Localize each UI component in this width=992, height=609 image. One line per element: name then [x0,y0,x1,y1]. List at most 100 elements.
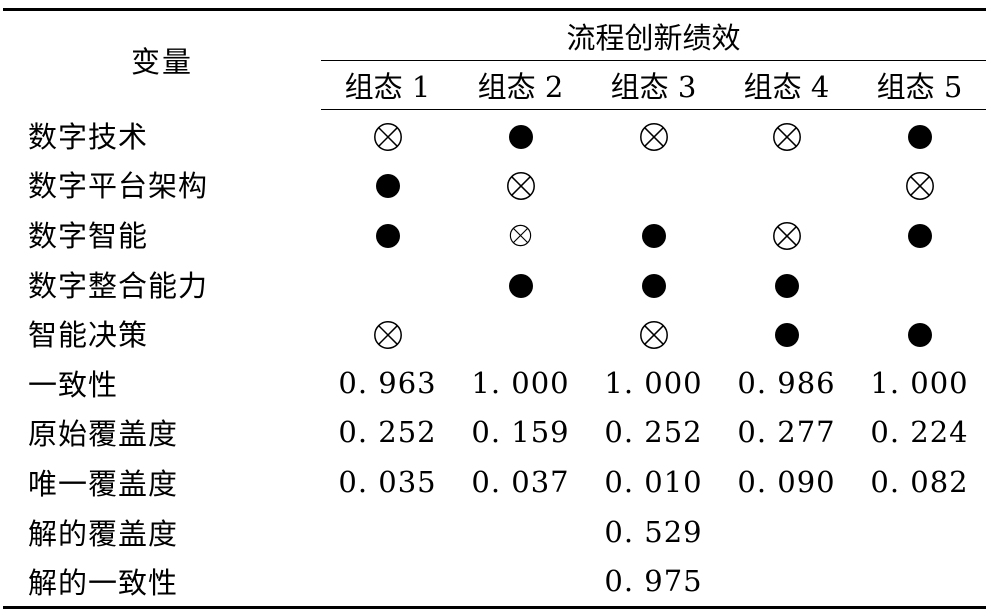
condition-cell [587,209,720,259]
condition-cell [720,160,853,210]
value-cell: 0. 252 [338,415,437,450]
condition-cell [321,209,454,259]
condition-row: 智能决策 [3,308,986,358]
variable-header: 变量 [3,8,321,110]
filled-circle-icon [774,273,799,298]
solution-row: 解的一致性 0. 975 [3,556,987,609]
condition-cell [853,160,986,210]
condition-cell [587,110,720,160]
header-row-group: 变量 流程创新绩效 [3,8,987,110]
filled-circle-icon [375,223,400,248]
value-cell: 0. 090 [737,464,836,499]
condition-cell [454,209,587,259]
condition-cell [321,160,454,210]
value-cell [321,556,454,609]
value-cell: 0. 975 [587,556,720,609]
value-cell [720,507,853,557]
value-cell: 1. 000 [870,365,969,400]
crossed-circle-large-icon [639,122,669,152]
row-label: 智能决策 [28,318,149,353]
condition-row: 数字平台架构 [3,160,986,210]
condition-cell [853,110,986,160]
row-label: 数字技术 [28,119,149,154]
value-cell [853,556,987,609]
condition-row: 数字智能 [3,209,986,259]
row-label: 唯一覆盖度 [28,466,179,501]
condition-cell [587,308,720,358]
condition-cell [454,110,587,160]
value-cell: 1. 000 [471,365,570,400]
crossed-circle-small-icon [509,224,532,247]
crossed-circle-large-icon [639,320,669,350]
filled-circle-icon [641,223,666,248]
value-cell [720,556,853,609]
value-cell: 0. 963 [338,365,437,400]
condition-cell [720,308,853,358]
row-label: 数字整合能力 [28,268,209,303]
configuration-table-container: 变量 流程创新绩效 组态 1 组态 2 组态 3 组态 4 组态 5 数字技术数… [3,8,987,609]
outcome-group-header: 流程创新绩效 [321,8,987,61]
condition-cell [321,308,454,358]
crossed-circle-large-icon [772,122,802,152]
value-cell [454,507,587,557]
condition-cell [587,259,720,309]
condition-cell [720,209,853,259]
condition-cell [720,259,853,309]
crossed-circle-large-icon [373,320,403,350]
crossed-circle-large-icon [905,171,935,201]
table-header: 变量 流程创新绩效 组态 1 组态 2 组态 3 组态 4 组态 5 [3,8,987,110]
condition-cell [587,160,720,210]
filled-circle-icon [907,223,932,248]
value-cell: 0. 529 [604,514,703,549]
filled-circle-icon [774,323,799,348]
condition-row: 数字技术 [3,110,986,160]
value-cell [321,507,454,557]
condition-cell [853,209,986,259]
filled-circle-icon [907,323,932,348]
condition-cell [853,259,986,309]
crossed-circle-large-icon [772,221,802,251]
value-cell: 0. 035 [338,464,437,499]
value-cell: 0. 986 [737,365,836,400]
row-label: 一致性 [28,367,119,402]
crossed-circle-large-icon [373,122,403,152]
value-cell: 0. 010 [604,464,703,499]
filled-circle-icon [375,174,400,199]
filled-circle-icon [508,124,533,149]
value-cell: 0. 252 [604,415,703,450]
condition-cell [321,110,454,160]
configuration-header: 组态 3 [587,60,720,110]
metric-row: 唯一覆盖度 0. 035 0. 037 0. 010 0. 090 0. 082 [3,457,986,507]
header-row-configurations: 组态 1 组态 2 组态 3 组态 4 组态 5 [3,60,987,110]
condition-cell [454,259,587,309]
metric-row: 原始覆盖度 0. 252 0. 159 0. 252 0. 277 0. 224 [3,408,986,458]
value-cell [454,556,587,609]
metric-row: 一致性 0. 963 1. 000 1. 000 0. 986 1. 000 [3,358,986,408]
configuration-header: 组态 1 [321,60,454,110]
row-label: 解的覆盖度 [28,516,179,551]
condition-cell [853,308,986,358]
row-label: 数字平台架构 [28,169,209,204]
value-cell: 0. 082 [870,464,969,499]
solution-row: 解的覆盖度 0. 529 [3,507,986,557]
value-cell: 0. 159 [471,415,570,450]
value-cell: 0. 277 [737,415,836,450]
value-cell: 1. 000 [604,365,703,400]
condition-cell [454,308,587,358]
configuration-table: 变量 流程创新绩效 组态 1 组态 2 组态 3 组态 4 组态 5 数字技术数… [3,8,987,609]
table-body: 数字技术数字平台架构数字智能数字整合能力 智能决策一致性 0. 963 1. 000 1… [3,110,987,609]
filled-circle-icon [907,124,932,149]
condition-cell [720,110,853,160]
value-cell: 0. 037 [471,464,570,499]
value-cell: 0. 224 [870,415,969,450]
row-label: 解的一致性 [3,556,321,609]
value-cell [853,507,986,557]
crossed-circle-large-icon [506,171,536,201]
row-label: 原始覆盖度 [28,417,179,452]
condition-cell [454,160,587,210]
filled-circle-icon [508,273,533,298]
condition-cell [321,259,454,309]
configuration-header: 组态 4 [720,60,853,110]
configuration-header: 组态 2 [454,60,587,110]
condition-row: 数字整合能力 [3,259,986,309]
